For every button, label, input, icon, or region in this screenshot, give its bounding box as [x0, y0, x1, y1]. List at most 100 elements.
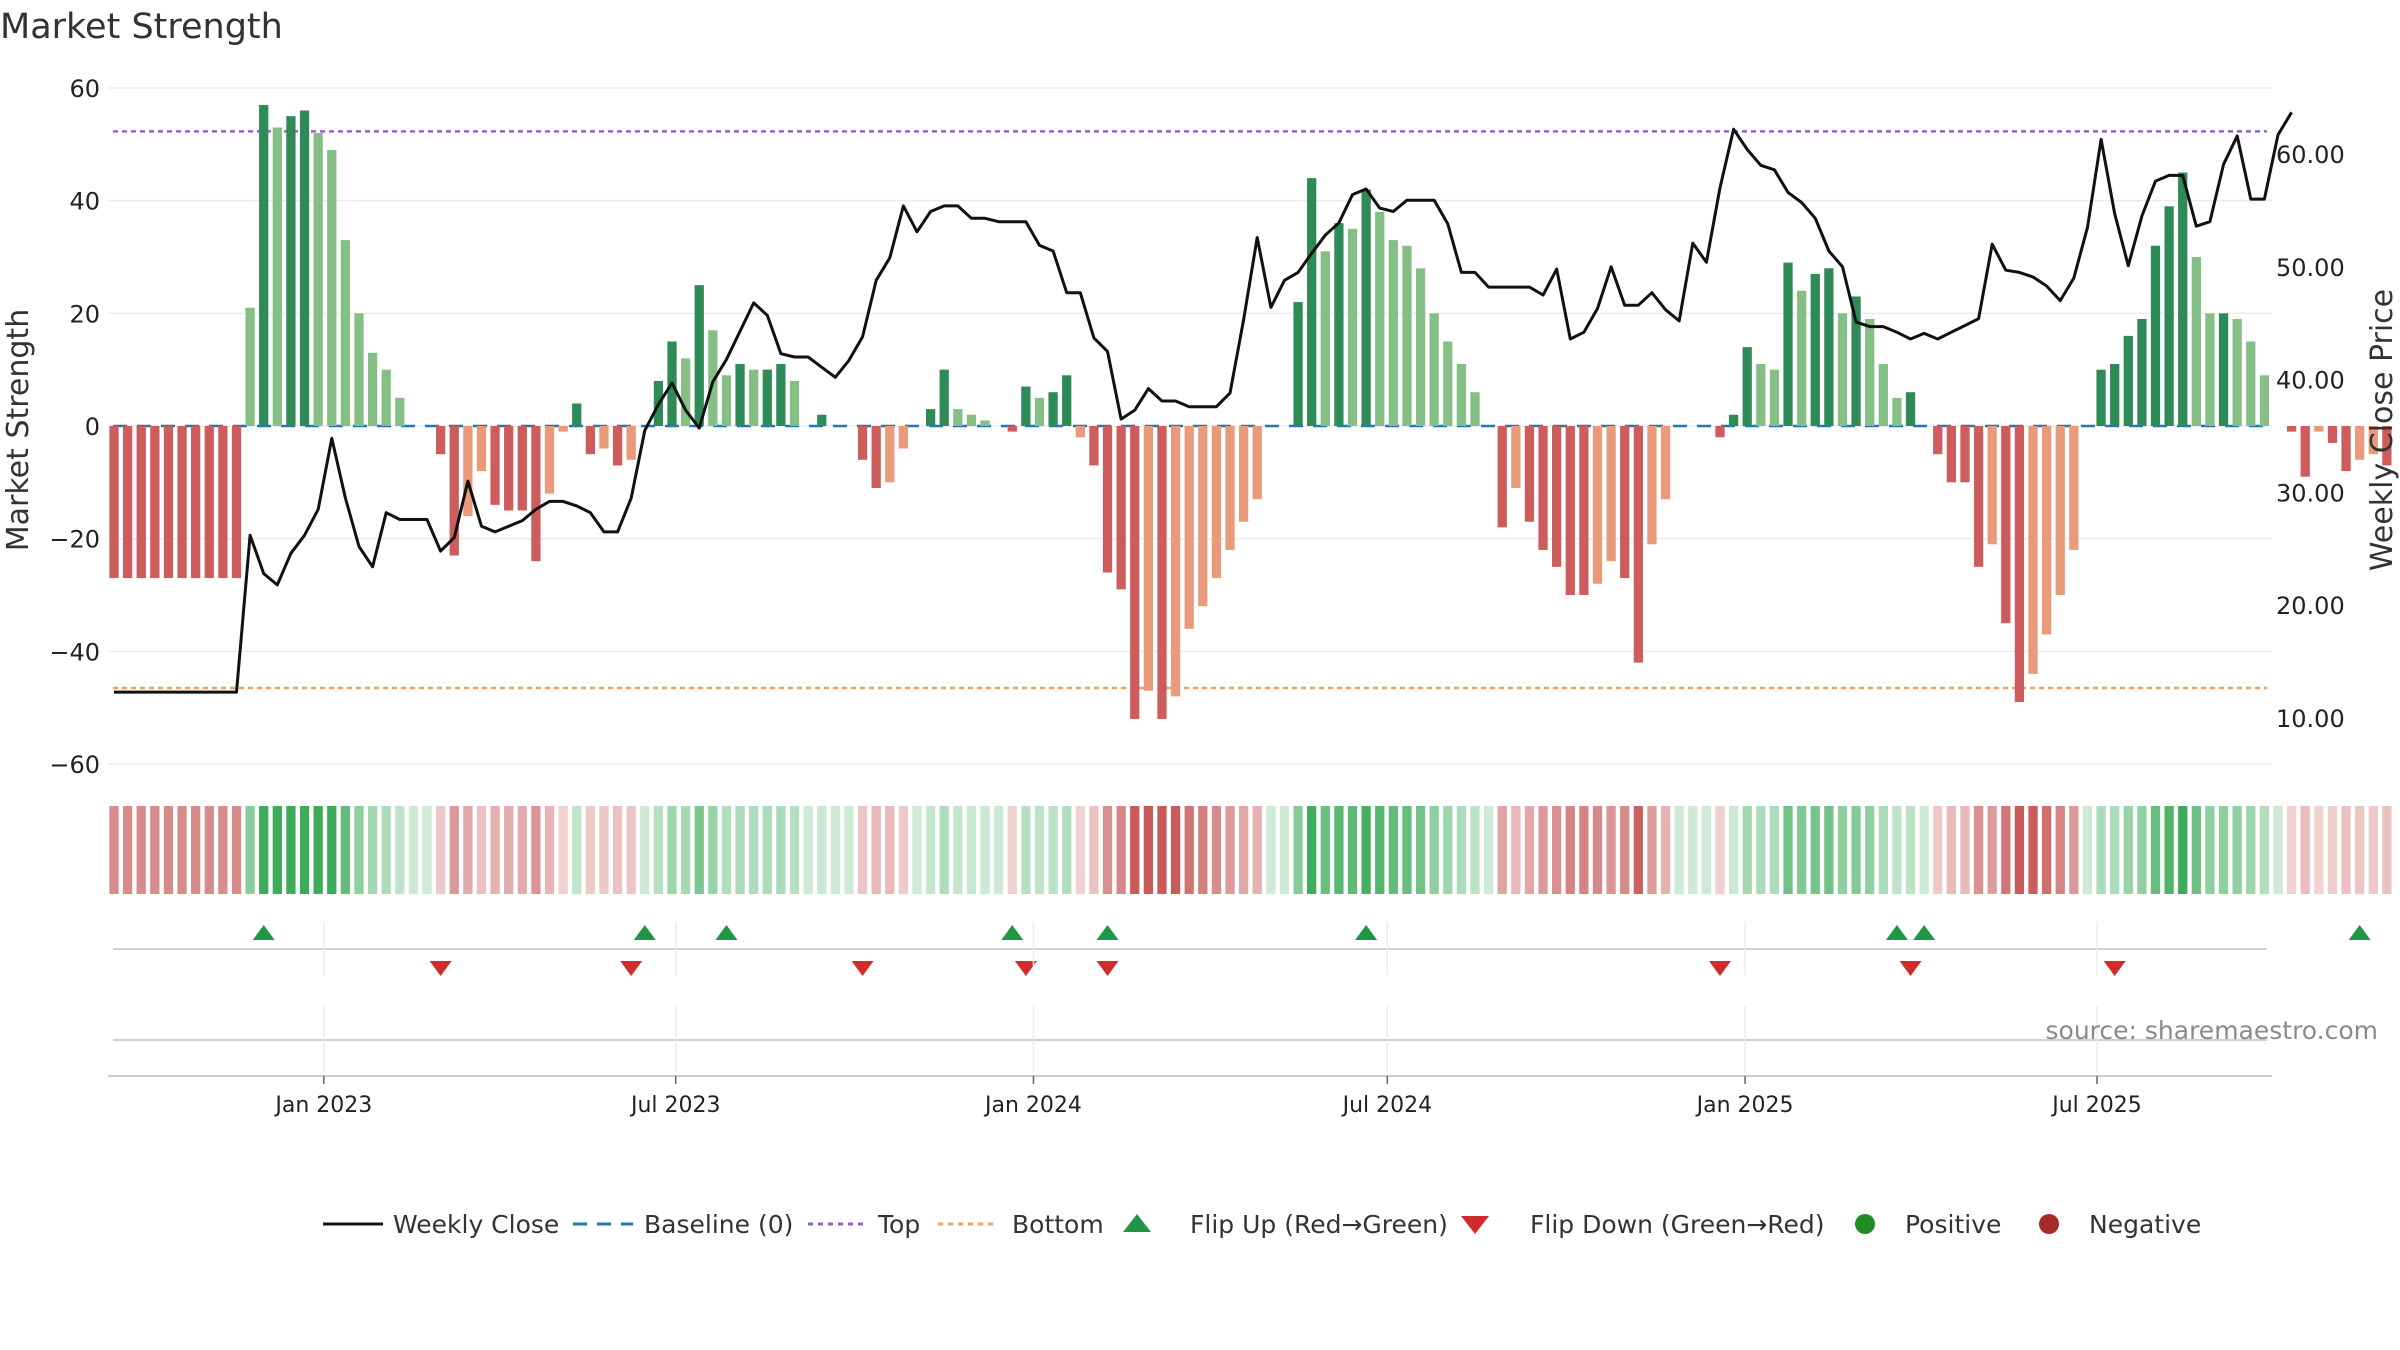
strength-bar	[966, 414, 977, 426]
strength-bar	[2191, 257, 2201, 426]
strength-bar	[939, 369, 949, 426]
x-tick-label: Jul 2023	[629, 1093, 721, 1118]
heat-cell	[1511, 806, 1521, 894]
flip-up-marker	[2348, 925, 2371, 940]
strength-bar	[2314, 426, 2324, 432]
heat-cell	[490, 806, 500, 894]
strength-bar	[381, 369, 391, 426]
legend-swatch-positive	[1855, 1214, 1875, 1234]
strength-bar	[1878, 364, 1888, 426]
heat-cell	[2259, 806, 2270, 894]
strength-bar	[1252, 426, 1262, 500]
heat-cell	[708, 806, 718, 894]
flip-down-marker	[429, 961, 452, 976]
strength-bar	[340, 240, 351, 426]
heat-cell	[1347, 806, 1358, 894]
heat-cell	[1688, 806, 1698, 894]
heat-cell	[1728, 806, 1739, 894]
strength-bar	[721, 375, 732, 426]
legend-top: Top	[877, 1210, 920, 1239]
strength-bar	[1538, 426, 1548, 550]
heat-cell	[395, 806, 405, 894]
flip-up-marker	[1096, 925, 1119, 940]
heat-cell	[2205, 806, 2215, 894]
heat-cell	[1660, 806, 1671, 894]
strength-bar	[626, 426, 636, 460]
strength-bar	[1225, 426, 1235, 550]
heat-cell	[1987, 806, 1997, 894]
strength-bar	[476, 426, 487, 472]
strength-bar	[218, 426, 228, 579]
right-tick-label: 20.00	[2276, 592, 2345, 620]
strength-bar	[1415, 268, 1426, 426]
heat-cell	[136, 806, 146, 894]
heat-cell	[1715, 806, 1725, 894]
strength-bars	[109, 104, 2392, 719]
heat-cell	[340, 806, 351, 894]
x-tick-label: Jan 2025	[1695, 1093, 1794, 1118]
heat-cell	[1565, 806, 1575, 894]
right-tick-label: 10.00	[2276, 705, 2345, 733]
heat-cell	[803, 806, 813, 894]
heat-cell	[2341, 806, 2351, 894]
strength-bar	[1293, 302, 1303, 426]
legend-bottom: Bottom	[1012, 1210, 1104, 1239]
heat-cell	[1470, 806, 1480, 894]
vertical-gridlines	[323, 922, 2098, 1072]
flip-down-marker	[1899, 961, 1922, 976]
heat-cell	[299, 806, 310, 894]
strength-bar	[2055, 426, 2065, 595]
heat-cell	[667, 806, 677, 894]
heat-cell	[1851, 806, 1861, 894]
strength-bar	[1769, 369, 1780, 426]
strength-bar	[1783, 262, 1793, 426]
heat-cell	[1797, 806, 1807, 894]
heat-cell	[1075, 806, 1085, 894]
strength-bar	[272, 127, 282, 426]
strength-bar	[436, 426, 446, 455]
flip-up-marker	[1913, 925, 1936, 940]
heat-cell	[177, 806, 187, 894]
strength-bar	[1238, 426, 1249, 522]
strength-bar	[1892, 397, 1902, 426]
heat-cell	[1524, 806, 1535, 894]
strength-bar	[2300, 426, 2310, 477]
strength-bar	[1089, 426, 1099, 466]
heat-cell	[1497, 806, 1507, 894]
strength-bar	[694, 285, 704, 426]
strength-bar	[1660, 426, 1671, 500]
legend-baseline: Baseline (0)	[644, 1210, 793, 1239]
heat-cell	[1783, 806, 1793, 894]
heat-cell	[2096, 806, 2106, 894]
heat-cell	[191, 806, 201, 894]
legend-swatch-negative	[2039, 1214, 2059, 1234]
heat-cell	[599, 806, 609, 894]
strength-bar	[1334, 223, 1344, 426]
heat-cell	[817, 806, 827, 894]
strength-bar	[1307, 178, 1317, 426]
strength-bar	[1960, 426, 1970, 483]
heat-cell	[544, 806, 555, 894]
heat-cell	[1375, 806, 1385, 894]
strength-bar	[1470, 392, 1480, 426]
heat-cell	[2110, 806, 2120, 894]
strength-bar	[1429, 313, 1439, 426]
heat-cell	[1810, 806, 1820, 894]
heat-cell	[2069, 806, 2079, 894]
left-tick-label: −40	[49, 638, 100, 666]
source-credit: source: sharemaestro.com	[2046, 1016, 2379, 1045]
heat-cell	[476, 806, 487, 894]
heat-cell	[2164, 806, 2174, 894]
heat-cell	[463, 806, 473, 894]
heat-cell	[885, 806, 895, 894]
strength-bar	[1116, 426, 1126, 590]
flip-up-marker	[1355, 925, 1378, 940]
strength-bar	[1021, 386, 1031, 426]
heat-cell	[1266, 806, 1276, 894]
heat-cell	[2382, 806, 2392, 894]
heat-cell	[925, 806, 936, 894]
chart-title: Market Strength	[0, 7, 283, 47]
heat-cell	[789, 806, 800, 894]
strength-bar	[395, 397, 405, 426]
strength-bar	[2205, 313, 2215, 426]
